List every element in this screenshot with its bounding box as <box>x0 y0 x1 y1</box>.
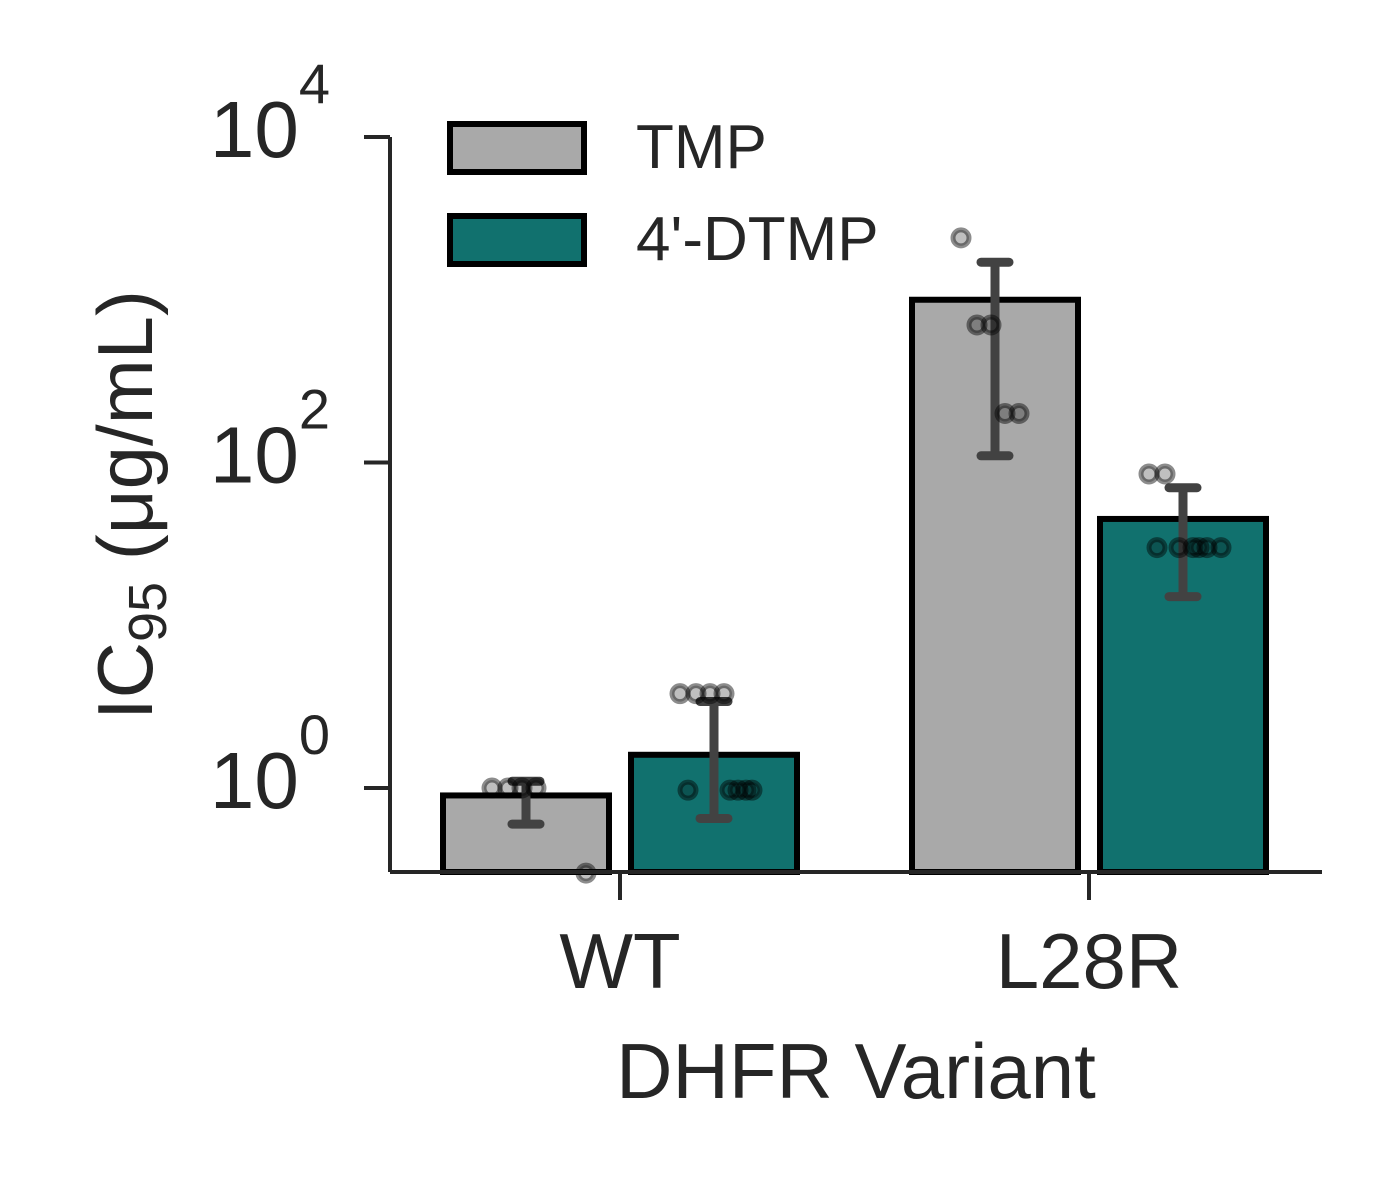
y-tick-label-exponent: 4 <box>299 52 330 115</box>
y-tick-label-exponent: 2 <box>299 378 330 441</box>
data-point <box>1138 463 1160 485</box>
data-point <box>481 777 503 799</box>
y-tick-label-exponent: 0 <box>299 703 330 766</box>
y-tick-label: 104 <box>210 52 330 174</box>
data-point <box>699 683 721 705</box>
data-point <box>1154 463 1176 485</box>
data-point <box>497 777 519 799</box>
data-point <box>1008 403 1030 425</box>
legend-swatch <box>447 213 587 267</box>
x-tick-label: L28R <box>996 917 1182 1005</box>
data-point <box>966 314 988 336</box>
data-point <box>1146 537 1168 559</box>
legend-label: TMP <box>636 113 767 182</box>
error-bars-layer <box>507 257 1202 829</box>
bars-layer <box>440 296 1269 876</box>
data-point <box>713 683 735 705</box>
data-point <box>1210 537 1232 559</box>
y-tick-label-base: 10 <box>210 411 299 500</box>
data-point <box>735 779 757 801</box>
data-point <box>741 779 763 801</box>
data-point <box>685 683 707 705</box>
y-tick-label-base: 10 <box>210 736 299 825</box>
x-axis-label: DHFR Variant <box>616 1027 1096 1115</box>
data-point <box>1182 537 1204 559</box>
data-point <box>1188 537 1210 559</box>
data-point <box>525 777 547 799</box>
bar <box>1097 515 1269 875</box>
legend: TMP 4'-DTMP <box>447 113 879 274</box>
data-point <box>511 777 533 799</box>
axes-layer <box>388 137 1322 874</box>
y-axis-label: IC95 (μg/mL) <box>81 290 178 720</box>
y-tick-label: 102 <box>210 378 330 500</box>
data-point <box>980 314 1002 336</box>
y-axis-label-subscript: 95 <box>118 582 178 642</box>
data-point <box>1196 537 1218 559</box>
legend-swatch <box>447 121 587 175</box>
x-tick-label: WT <box>559 917 680 1005</box>
y-tick-label: 100 <box>210 703 330 825</box>
data-point <box>669 683 691 705</box>
data-point <box>1168 537 1190 559</box>
data-points-layer <box>481 227 1232 884</box>
data-point <box>677 779 699 801</box>
y-axis-label-prefix: IC <box>81 642 169 720</box>
data-point <box>994 403 1016 425</box>
x-ticks-layer: WT L28R <box>559 872 1182 1005</box>
legend-label: 4'-DTMP <box>636 205 879 274</box>
data-point <box>727 779 749 801</box>
y-axis-label-suffix: (μg/mL) <box>81 290 169 582</box>
y-tick-label-base: 10 <box>210 85 299 174</box>
data-point <box>719 779 741 801</box>
data-point <box>950 227 972 249</box>
